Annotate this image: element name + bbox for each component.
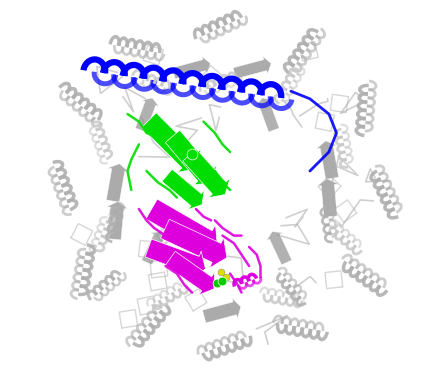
Polygon shape bbox=[142, 231, 167, 265]
Polygon shape bbox=[317, 179, 338, 217]
Polygon shape bbox=[162, 169, 204, 209]
Polygon shape bbox=[166, 251, 214, 295]
Polygon shape bbox=[267, 231, 292, 265]
Polygon shape bbox=[183, 149, 230, 198]
Point bbox=[222, 274, 229, 280]
Polygon shape bbox=[107, 201, 128, 240]
Polygon shape bbox=[135, 98, 159, 132]
Polygon shape bbox=[161, 219, 227, 268]
Point bbox=[213, 280, 220, 286]
Point bbox=[219, 278, 226, 284]
Point bbox=[189, 151, 196, 157]
Polygon shape bbox=[142, 113, 201, 173]
Polygon shape bbox=[106, 164, 129, 202]
Polygon shape bbox=[316, 141, 339, 179]
Polygon shape bbox=[165, 130, 217, 185]
Polygon shape bbox=[202, 298, 241, 323]
Polygon shape bbox=[145, 239, 206, 280]
Polygon shape bbox=[146, 199, 218, 256]
Polygon shape bbox=[233, 56, 271, 79]
Polygon shape bbox=[172, 56, 210, 79]
Point bbox=[217, 269, 224, 275]
Polygon shape bbox=[255, 98, 279, 132]
